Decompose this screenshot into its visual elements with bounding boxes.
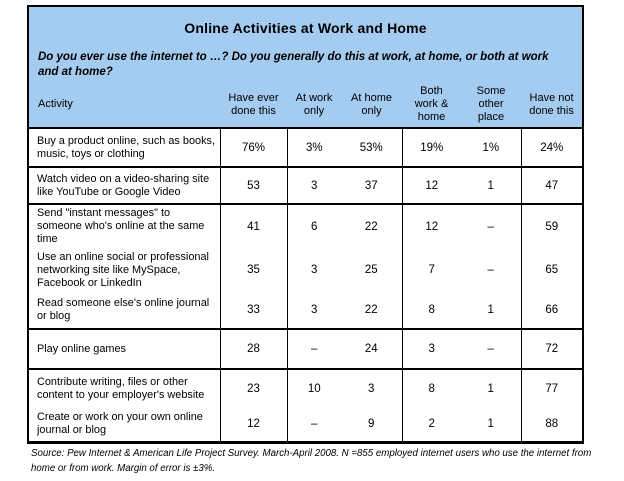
table-row: Buy a product online, such as books, mus…: [28, 127, 584, 167]
value-cell: –: [287, 328, 341, 369]
value-cell: –: [461, 203, 522, 248]
value-cell: 53%: [341, 127, 403, 167]
value-cell: 8: [428, 304, 435, 316]
value-cell: 3: [287, 166, 341, 204]
source-note: Source: Pew Internet & American Life Pro…: [31, 448, 592, 474]
activity-label: Play online games: [28, 328, 221, 369]
value-cell: 3: [311, 304, 318, 316]
column-header-both-work-and-home: Both work & home: [402, 85, 461, 128]
value-cell: 88: [545, 417, 559, 430]
value-cell: 33: [220, 292, 288, 329]
value-cell: 3: [341, 368, 403, 407]
value-cell: 3: [402, 328, 461, 369]
table-row: Use an online social or professional net…: [28, 248, 583, 292]
activity-label: Use an online social or professional net…: [28, 248, 221, 292]
value-cell: –: [311, 417, 318, 430]
value-cell: 66: [545, 304, 559, 316]
value-cell: 28: [220, 328, 288, 369]
value-cell: 65: [545, 264, 559, 276]
value-cell: 22: [341, 292, 403, 329]
table-row: Read someone else's online journal or bl…: [28, 292, 583, 329]
value-cell: 7: [428, 264, 435, 276]
value-cell: 59: [521, 203, 584, 248]
activity-label: Create or work on your own online journa…: [28, 407, 221, 442]
value-cell: 6: [287, 203, 341, 248]
column-header-have-not-done-this: Have not done this: [521, 85, 584, 128]
value-cell: 72: [521, 328, 584, 369]
value-cell: 53: [220, 166, 288, 204]
column-header-have-ever-done-this: Have ever done this: [220, 85, 287, 128]
table-row: Play online games 28 – 24 3 – 72: [28, 328, 584, 369]
value-cell: 9: [341, 407, 403, 442]
value-cell: 1: [461, 368, 522, 407]
value-cell: 41: [220, 203, 288, 248]
value-cell: 19%: [402, 127, 461, 167]
value-cell: 22: [341, 203, 403, 248]
value-cell: 1: [461, 166, 522, 204]
activity-label: Read someone else's online journal or bl…: [28, 292, 221, 329]
table-title: Online Activities at Work and Home: [184, 20, 427, 36]
activity-label: Buy a product online, such as books, mus…: [28, 127, 221, 167]
value-cell: 12: [402, 166, 461, 204]
table-row: Send "instant messages" to someone who's…: [28, 203, 584, 248]
value-cell: 10: [287, 368, 341, 407]
value-cell: 1: [461, 292, 522, 329]
value-cell: 12: [402, 203, 461, 248]
table-row: Contribute writing, files or other conte…: [28, 368, 584, 407]
value-cell: 35: [220, 248, 288, 292]
value-cell: 1: [461, 407, 522, 442]
value-cell: 24%: [521, 127, 584, 167]
column-header-at-home-only: At home only: [341, 85, 402, 128]
value-cell: 3: [311, 264, 318, 276]
column-header-at-work-only: At work only: [287, 85, 341, 128]
value-cell: 8: [402, 368, 461, 407]
table-row: Create or work on your own online journa…: [28, 407, 583, 442]
activity-label: Send "instant messages" to someone who's…: [28, 203, 221, 248]
column-header-row: Activity Have ever done this At work onl…: [28, 85, 584, 128]
value-cell: 2: [428, 417, 435, 430]
value-cell: 24: [341, 328, 403, 369]
value-cell: 47: [521, 166, 584, 204]
value-cell: 3%: [287, 127, 341, 167]
value-cell: 37: [341, 166, 403, 204]
table-row: Watch video on a video-sharing site like…: [28, 166, 584, 204]
activity-label: Contribute writing, files or other conte…: [28, 368, 221, 407]
survey-question: Do you ever use the internet to …? Do yo…: [38, 51, 549, 78]
value-cell: –: [461, 248, 522, 292]
value-cell: 25: [341, 248, 403, 292]
value-cell: –: [461, 328, 522, 369]
value-cell: 12: [220, 407, 288, 442]
value-cell: 23: [220, 368, 288, 407]
data-table: Online Activities at Work and Home Do yo…: [27, 5, 585, 444]
value-cell: 76%: [220, 127, 288, 167]
column-header-activity: Activity: [28, 85, 220, 128]
activity-label: Watch video on a video-sharing site like…: [28, 166, 221, 204]
column-header-some-other-place: Some other place: [461, 85, 521, 128]
title-row: Online Activities at Work and Home Do yo…: [28, 6, 584, 85]
value-cell: 77: [521, 368, 584, 407]
value-cell: 1%: [461, 127, 522, 167]
